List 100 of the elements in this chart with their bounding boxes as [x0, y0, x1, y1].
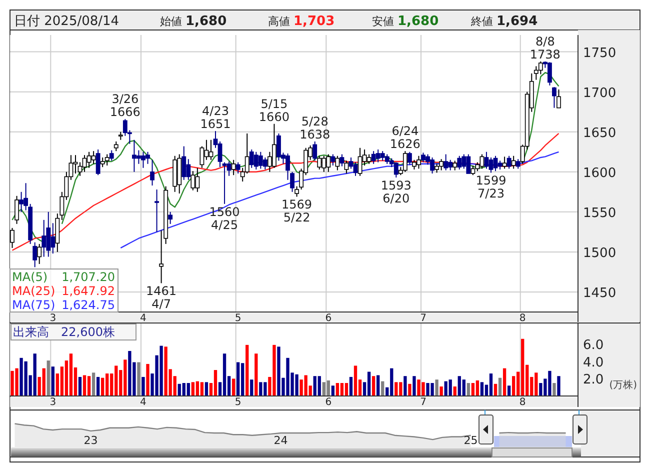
bar: [87, 376, 91, 396]
candlestick: [114, 140, 118, 152]
candlestick: [32, 242, 38, 268]
x-tick-label: 25: [464, 434, 478, 447]
candlestick: [506, 155, 512, 170]
bar: [51, 366, 54, 396]
text: 5/28 1638: [300, 114, 330, 142]
text: 1593 6/20: [380, 178, 412, 206]
candlestick: [348, 156, 354, 170]
candlestick: [82, 154, 87, 172]
candlestick: [484, 151, 489, 170]
candlestick: [538, 60, 543, 75]
candlestick: [444, 154, 448, 171]
bar: [78, 376, 82, 396]
candlestick: [73, 154, 78, 174]
text: 8/8 1738: [530, 34, 560, 62]
bar: [232, 378, 236, 396]
x-tick-label: 6: [325, 313, 332, 324]
text: 安値 1,680: [372, 14, 439, 29]
bar: [200, 382, 204, 396]
bar: [46, 360, 50, 396]
annotation: 出来高 22,600株: [13, 325, 115, 339]
text: 1569 5/22: [282, 198, 312, 225]
x-tick-label: 4: [140, 313, 146, 324]
y-axis-title: (万株): [609, 379, 638, 391]
bar: [214, 370, 218, 396]
bar: [471, 383, 475, 396]
candlestick: [96, 148, 100, 176]
bar: [146, 364, 150, 396]
bar: [318, 376, 321, 396]
bar: [92, 372, 96, 396]
y-tick-label: 6.0: [583, 338, 604, 354]
candlestick: [340, 154, 344, 167]
candlestick: [100, 156, 105, 168]
candlestick: [154, 189, 159, 232]
candlestick: [317, 155, 322, 170]
text: 終値 1,694: [470, 14, 538, 29]
candlestick: [402, 150, 408, 172]
bar: [480, 382, 484, 396]
bar: [489, 373, 493, 396]
text: 4/23 1651: [200, 104, 231, 132]
x-tick-label: 7: [420, 313, 426, 324]
x-tick-label: 3: [50, 397, 56, 408]
candlestick: [182, 146, 186, 180]
candlestick: [226, 160, 232, 176]
candlestick: [335, 155, 340, 171]
candlestick: [470, 164, 476, 176]
x-tick-label: 7: [420, 397, 426, 408]
bar: [448, 380, 452, 396]
bar: [381, 381, 384, 396]
bar: [512, 376, 516, 396]
line-series: [120, 151, 560, 249]
candlestick: [42, 219, 46, 258]
bar: [507, 386, 511, 396]
candlestick: [516, 158, 520, 170]
bar: [376, 375, 380, 396]
bar: [557, 376, 560, 396]
candlestick: [104, 154, 110, 166]
candlestick: [236, 162, 240, 174]
text: 3/26 1666: [110, 92, 140, 120]
bar: [42, 368, 46, 396]
x-tick-label: 23: [84, 434, 98, 447]
bar: [196, 381, 200, 396]
bar: [354, 366, 358, 396]
bar: [204, 382, 208, 396]
bar: [440, 386, 443, 396]
x-tick-label: 4: [140, 397, 146, 408]
candlestick: [502, 156, 507, 170]
bar: [69, 354, 73, 396]
bar: [466, 383, 470, 396]
x-tick-label: 8: [519, 397, 526, 408]
candlestick: [150, 159, 154, 186]
x-tick-label: 3: [50, 313, 56, 324]
candlestick: [330, 154, 336, 166]
chart-title: 日付 2025/08/14: [14, 14, 120, 29]
bar: [186, 383, 190, 396]
text: 6/24 1626: [390, 124, 420, 152]
bar: [372, 376, 376, 396]
candlestick: [190, 170, 196, 191]
candlestick: [262, 156, 268, 170]
text: 1461 4/7: [146, 284, 177, 312]
bar: [453, 386, 456, 396]
y-tick-label: 1650: [583, 126, 616, 141]
candlestick: [358, 147, 362, 176]
bar: [326, 380, 330, 396]
candlestick: [552, 86, 556, 108]
candlestick: [452, 160, 458, 171]
candlestick: [488, 156, 494, 174]
text: 1560 4/25: [209, 204, 240, 232]
text: 5/15 1660: [258, 96, 290, 124]
x-tick-label: 5: [234, 397, 242, 408]
bar: [408, 384, 412, 396]
bar: [142, 376, 145, 396]
bar: [236, 362, 240, 396]
y-tick-label: 1600: [583, 166, 616, 181]
bar: [82, 375, 86, 396]
candlestick: [109, 150, 114, 162]
bar: [462, 380, 466, 396]
bar: [137, 362, 140, 396]
candlestick: [394, 162, 398, 178]
